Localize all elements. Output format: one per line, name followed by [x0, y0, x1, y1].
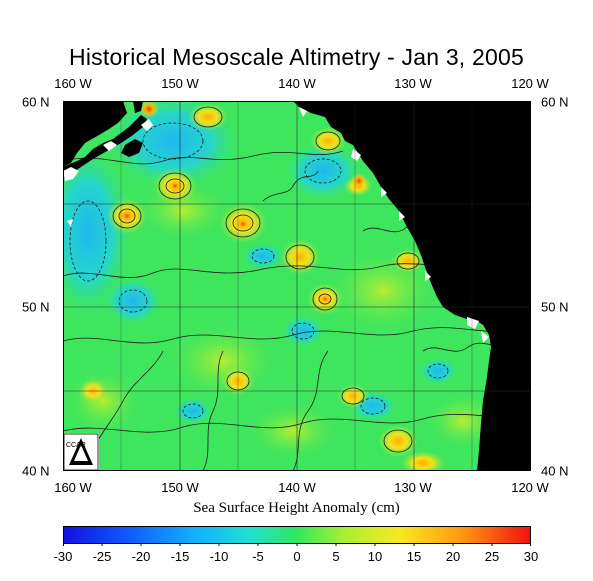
lon-label-bottom-160w: 160 W: [54, 480, 92, 495]
lon-label-top-150w: 150 W: [161, 76, 199, 91]
colorbar-tick-label: 30: [523, 549, 539, 564]
lon-label-bottom-150w: 150 W: [161, 480, 199, 495]
colorbar-gradient: [63, 526, 531, 544]
lon-label-top-160w: 160 W: [54, 76, 92, 91]
lat-label-left-50n: 50 N: [22, 299, 50, 315]
lat-label-right-50n: 50 N: [541, 299, 569, 315]
colorbar-tick-label: -30: [53, 549, 73, 564]
colorbar-tick-label: 0: [293, 549, 301, 564]
ccar-logo-text: CCAR: [66, 442, 86, 449]
colorbar-tick-label: 5: [332, 549, 340, 564]
lat-label-right-40n: 40 N: [541, 463, 569, 479]
lat-label-right-60n: 60 N: [541, 94, 569, 110]
colorbar-tick-label: -5: [252, 549, 264, 564]
colorbar-tick-label: 20: [445, 549, 461, 564]
colorbar-label: Sea Surface Height Anomaly (cm): [193, 500, 400, 516]
colorbar-tick-label: 10: [367, 549, 383, 564]
altimetry-map: CCAR: [63, 101, 531, 471]
coastline-detail: [63, 107, 489, 343]
colorbar-tick-label: -15: [170, 549, 190, 564]
lon-label-bottom-130w: 130 W: [394, 480, 432, 495]
colorbar-tick-label: 15: [406, 549, 422, 564]
colorbar-tick-label: -20: [131, 549, 151, 564]
lon-label-top-130w: 130 W: [394, 76, 432, 91]
lon-label-bottom-120w: 120 W: [511, 480, 549, 495]
map-frame: [63, 101, 531, 471]
lon-label-bottom-140w: 140 W: [278, 480, 316, 495]
colorbar-ticks: [63, 544, 531, 546]
graticule: [63, 101, 531, 471]
lat-label-left-60n: 60 N: [22, 94, 50, 110]
colorbar-tick-label: -10: [209, 549, 229, 564]
weak-positive-areas: [63, 181, 503, 461]
lon-label-top-120w: 120 W: [511, 76, 549, 91]
colorbar: [63, 526, 531, 546]
figure-title: Historical Mesoscale Altimetry - Jan 3, …: [69, 44, 524, 70]
lat-label-left-40n: 40 N: [22, 463, 50, 479]
land-kodiak: [121, 139, 143, 157]
colorbar-tick-label: 25: [484, 549, 500, 564]
colorbar-tick-label: -25: [92, 549, 112, 564]
lon-label-top-140w: 140 W: [278, 76, 316, 91]
ccar-logo: CCAR: [63, 433, 99, 471]
colorbar-frame: [63, 526, 531, 544]
